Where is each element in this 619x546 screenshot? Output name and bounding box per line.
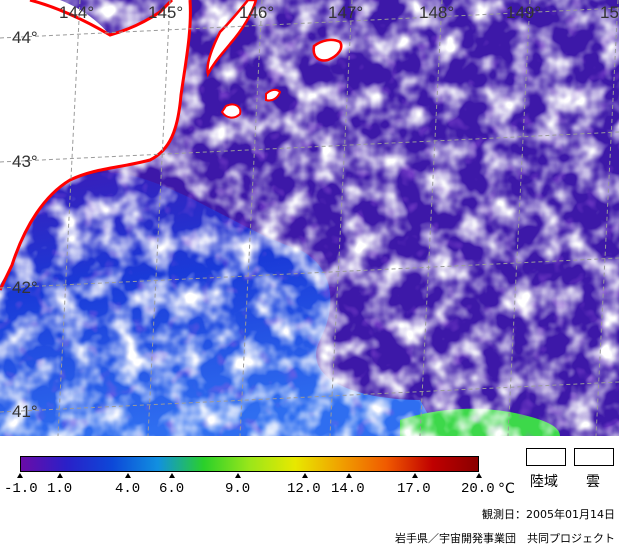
meridian-line (329, 0, 353, 436)
lat-label-44: 44° (12, 28, 38, 47)
meridian-line (57, 0, 81, 436)
cloud-key-swatch (574, 448, 614, 466)
tick-mark (476, 473, 482, 478)
temperature-legend: -1.0 1.0 4.0 6.0 9.0 12.0 14.0 17.0 20.0… (0, 436, 619, 546)
hokkaido-coastline (0, 0, 192, 291)
scale-label-4: 4.0 (115, 481, 141, 497)
tick-mark (346, 473, 352, 478)
land-key-label: 陸域 (530, 474, 558, 490)
tick-mark (17, 473, 23, 478)
sea-surface-temperature-map: 144° 145° 146° 147° 148° 149° 15 44° 43°… (0, 0, 619, 436)
land-key-swatch (526, 448, 566, 466)
temperature-colorbar (20, 456, 479, 472)
lon-label-146: 146° (239, 3, 275, 22)
scale-label-1: 1.0 (47, 481, 73, 497)
map-canvas (0, 0, 619, 436)
lon-label-147: 147° (328, 3, 364, 22)
tick-mark (169, 473, 175, 478)
parallel-line (0, 257, 619, 289)
observation-date: 観測日：2005年01月14日 (482, 508, 615, 521)
tick-mark (235, 473, 241, 478)
kunashiri-island (206, 0, 258, 78)
scale-label-20: 20.0 (461, 481, 495, 497)
tick-mark (57, 473, 63, 478)
lon-label-150: 15 (600, 3, 619, 22)
lon-label-148: 148° (419, 3, 455, 22)
scale-label-neg1: -1.0 (4, 481, 38, 497)
tick-mark (412, 473, 418, 478)
lat-lon-grid (0, 0, 619, 436)
lat-label-43: 43° (12, 152, 38, 171)
lat-label-41: 41° (12, 402, 38, 421)
credit-text: 岩手県／宇宙開発事業団 共同プロジェクト (395, 532, 615, 545)
scale-label-14: 14.0 (331, 481, 365, 497)
tick-mark (125, 473, 131, 478)
lon-label-145: 145° (148, 3, 184, 22)
small-island (220, 103, 242, 119)
scale-label-17: 17.0 (397, 481, 431, 497)
cloud-key-label: 雲 (586, 474, 600, 490)
meridian-line (507, 0, 531, 436)
temperature-unit: °C (498, 481, 515, 497)
meridian-line (147, 0, 171, 436)
lat-label-42: 42° (12, 278, 38, 297)
hokkaido-land (0, 0, 191, 285)
scale-label-9: 9.0 (225, 481, 251, 497)
scale-label-6: 6.0 (159, 481, 185, 497)
lon-label-149: 149° (506, 3, 542, 22)
habomai-island (265, 88, 282, 102)
parallel-line (0, 7, 619, 39)
meridian-line (419, 0, 443, 436)
meridian-line (595, 0, 619, 436)
meridian-line (239, 0, 263, 436)
shikotan-island (312, 38, 343, 62)
scale-label-12: 12.0 (287, 481, 321, 497)
parallel-line (0, 381, 619, 413)
tick-mark (302, 473, 308, 478)
parallel-line (0, 131, 619, 163)
lon-label-144: 144° (59, 3, 95, 22)
